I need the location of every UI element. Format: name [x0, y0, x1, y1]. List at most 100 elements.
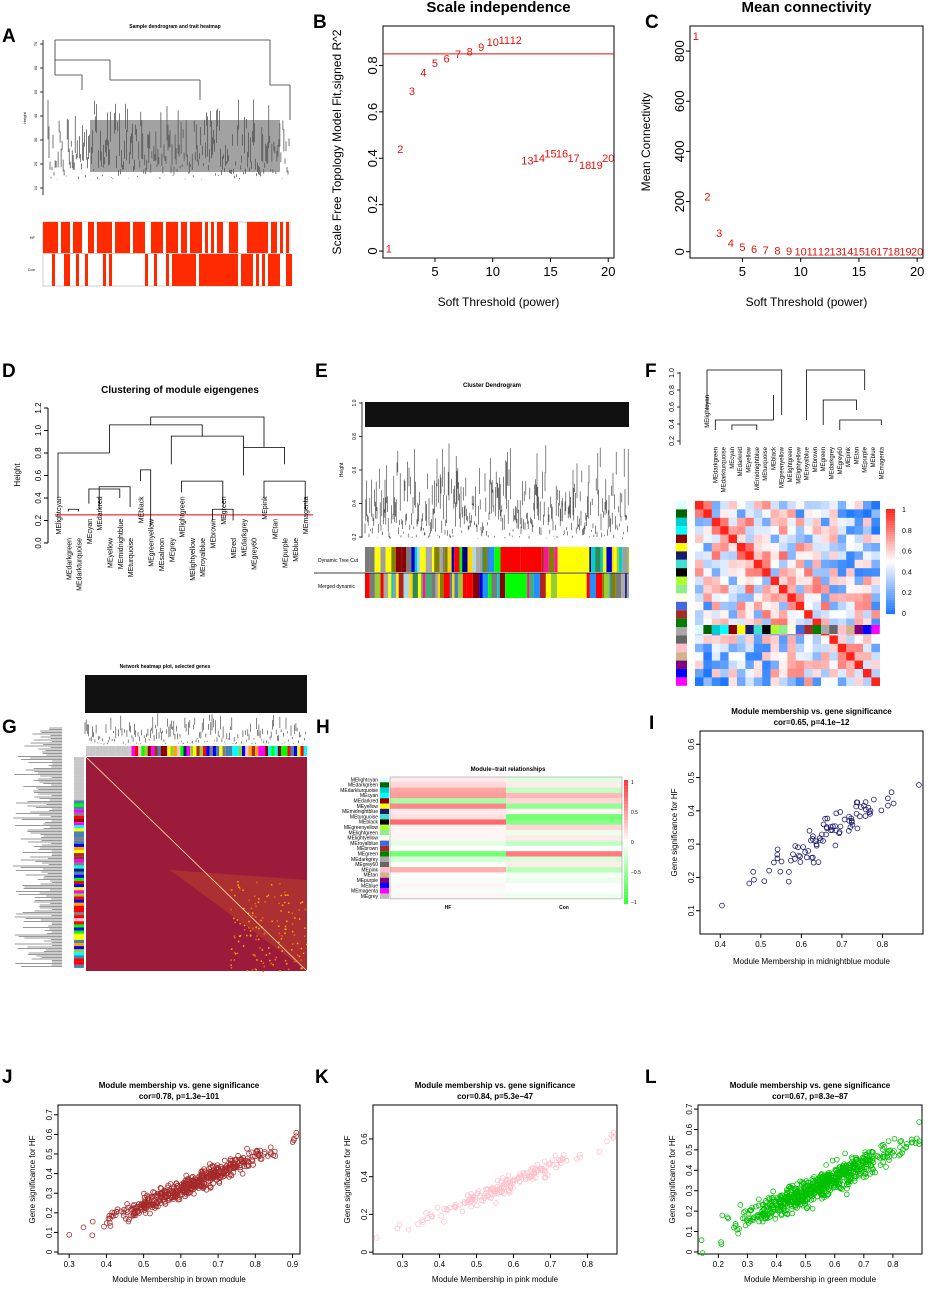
data-point	[878, 807, 885, 814]
heatmap-hotspot	[237, 940, 240, 943]
module-color-bar	[99, 746, 103, 756]
heatmap-cell	[829, 501, 838, 510]
heatmap-cell	[787, 551, 796, 560]
y-tick-label: 0.8	[365, 56, 380, 74]
heatmap-cell	[703, 543, 712, 552]
heatmap-cell	[829, 677, 838, 686]
y-tick-label: 0.3	[687, 838, 696, 850]
heatmap-hotspot	[258, 898, 260, 900]
heatmap-cell	[779, 585, 788, 594]
module-color-cell	[409, 573, 413, 598]
module-color-cell	[452, 573, 455, 598]
y-tick-label: 0.6	[365, 103, 380, 121]
heatmap-cell	[829, 517, 838, 527]
x-tick-label: 0.6	[796, 940, 808, 949]
heatmap-cell	[812, 543, 822, 552]
y-tick-label: 70	[33, 41, 38, 46]
trait-cell	[88, 222, 91, 253]
trait-cell	[262, 254, 265, 286]
heatmap-cell	[863, 559, 872, 569]
panel-label-e: E	[315, 361, 328, 382]
trait-cell	[274, 254, 277, 286]
heatmap-cell	[770, 517, 780, 527]
heatmap-cell	[720, 551, 729, 560]
heatmap-hotspot	[300, 967, 302, 969]
leaf-label: MEtan	[854, 447, 860, 464]
data-point	[563, 1157, 570, 1164]
module-color-bar	[74, 763, 84, 767]
heatmap-cell	[720, 568, 729, 577]
heatmap-hotspot	[284, 932, 286, 935]
data-point	[107, 1220, 113, 1226]
module-color-bar	[138, 746, 142, 756]
data-point	[208, 1172, 215, 1178]
data-point: 4	[728, 238, 734, 250]
heatmap-cell	[745, 559, 754, 569]
data-point	[746, 880, 753, 887]
heatmap-hotspot	[261, 949, 264, 951]
heatmap-cell	[728, 601, 738, 611]
data-point	[457, 1202, 464, 1208]
heatmap-cell	[695, 601, 704, 611]
heatmap-hotspot	[255, 905, 257, 908]
colorbar-cell	[624, 873, 628, 877]
module-color-bar	[74, 846, 84, 851]
y-tick-label: 0.0	[34, 537, 43, 549]
heatmap-cell	[506, 845, 622, 852]
heatmap-cell	[846, 669, 855, 678]
x-tick-label: 0.3	[742, 1260, 754, 1269]
heatmap-hotspot	[258, 927, 260, 930]
data-point	[784, 1211, 791, 1218]
heatmap-cell	[728, 517, 738, 527]
heatmap-hotspot	[294, 917, 296, 919]
heatmap-cell	[829, 543, 838, 552]
chart-e: Cluster Dendrogram0.20.40.60.81.0HeightD…	[314, 383, 629, 598]
heatmap-cell	[745, 576, 754, 586]
heatmap-cell	[863, 576, 872, 586]
heatmap-cell	[812, 551, 822, 560]
module-color-cell	[380, 547, 386, 572]
heatmap-hotspot	[301, 967, 303, 970]
x-tick-label: 10	[793, 264, 807, 279]
module-color-bar	[74, 912, 84, 916]
heatmap-cell	[506, 877, 622, 884]
trait-cell	[145, 254, 148, 286]
module-color-bar	[74, 887, 84, 891]
heatmap-hotspot	[234, 936, 236, 939]
heatmap-cell	[728, 543, 738, 552]
data-point	[522, 1170, 528, 1176]
heatmap-cell	[711, 618, 721, 628]
module-color-bar	[258, 746, 262, 756]
trait-cell	[52, 254, 55, 286]
module-color-cell	[545, 573, 551, 598]
leaf-label: MEyellow	[108, 537, 115, 568]
module-color-cell	[466, 573, 473, 598]
heatmap-cell	[795, 559, 805, 569]
data-point	[900, 1146, 906, 1153]
data-point	[858, 804, 864, 810]
y-tick-label: 0.6	[669, 402, 676, 412]
colorbar-cell	[886, 563, 895, 566]
data-point	[192, 1181, 199, 1188]
panel-label-c: C	[645, 12, 659, 33]
data-point	[534, 1161, 541, 1168]
data-point	[293, 1133, 300, 1139]
row-label: MEcyan	[360, 793, 378, 799]
heatmap-hotspot	[249, 930, 252, 932]
data-point	[779, 1192, 785, 1199]
data-point: 19	[591, 160, 603, 172]
heatmap-cell	[787, 568, 796, 577]
module-color-cell	[380, 573, 384, 598]
color-row-label: Dynamic Tree Cut	[318, 558, 359, 564]
heatmap-cell	[711, 568, 721, 577]
module-color-cell	[442, 547, 445, 572]
heatmap-cell	[703, 660, 712, 670]
colorbar-cell	[886, 525, 895, 528]
chart-subtitle: cor=0.78, p=1.3e−101	[139, 1092, 220, 1101]
colorbar-label: 0	[631, 840, 634, 846]
trait-cell	[199, 254, 202, 286]
module-color-bar	[74, 893, 84, 897]
trait-cell	[154, 254, 157, 286]
module-color-cell	[589, 573, 596, 598]
